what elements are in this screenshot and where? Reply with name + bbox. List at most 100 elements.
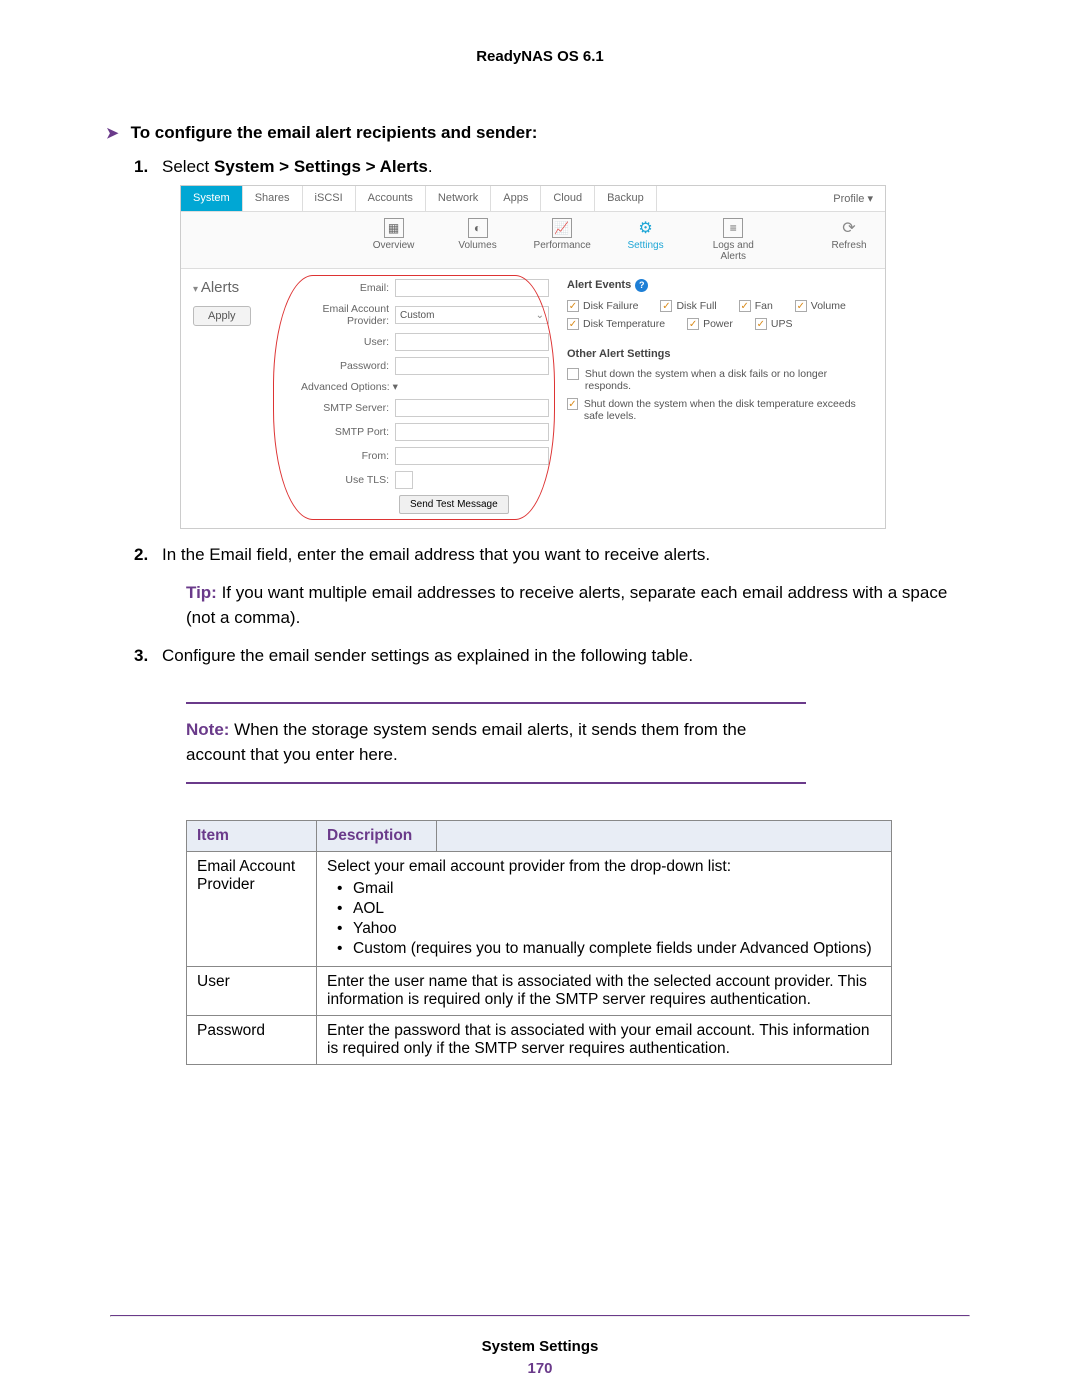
cell-desc: Enter the user name that is associated w… <box>317 966 892 1015</box>
alert-events-title: Alert Events? <box>567 279 873 292</box>
nav-apps[interactable]: Apps <box>491 186 541 211</box>
list-item: Yahoo <box>327 920 881 938</box>
check-volume[interactable]: ✓Volume <box>795 300 846 312</box>
nav-cloud[interactable]: Cloud <box>541 186 595 211</box>
checkbox-icon: ✓ <box>567 300 579 312</box>
checkbox-icon: ✓ <box>567 398 578 410</box>
step-text: In the Email field, enter the email addr… <box>162 545 710 565</box>
email-label: Email: <box>279 282 395 294</box>
nav-shares[interactable]: Shares <box>243 186 303 211</box>
email-form: Email: Email Account Provider:Custom⌄ Us… <box>279 279 549 514</box>
note-rule-top <box>186 702 806 704</box>
check-disk-full[interactable]: ✓Disk Full <box>660 300 716 312</box>
doc-header: ReadyNAS OS 6.1 <box>110 48 970 65</box>
check-fan[interactable]: ✓Fan <box>739 300 773 312</box>
other-check-2[interactable]: ✓Shut down the system when the disk temp… <box>567 398 873 422</box>
from-input[interactable] <box>395 447 549 465</box>
th-blank <box>437 820 892 851</box>
step-3: 3. Configure the email sender settings a… <box>134 646 970 666</box>
tool-refresh[interactable]: ⟳Refresh <box>821 218 877 262</box>
cell-item: Email Account Provider <box>187 851 317 966</box>
provider-label: Email Account Provider: <box>279 303 395 327</box>
check-power[interactable]: ✓Power <box>687 318 733 330</box>
th-description: Description <box>317 820 437 851</box>
tool-settings[interactable]: ⚙Settings <box>618 218 674 262</box>
nav-accounts[interactable]: Accounts <box>356 186 426 211</box>
check-ups[interactable]: ✓UPS <box>755 318 793 330</box>
refresh-icon: ⟳ <box>839 218 859 238</box>
smtp-port-label: SMTP Port: <box>279 426 395 438</box>
volumes-icon: ◐ <box>468 218 488 238</box>
alerts-heading: Alerts <box>193 279 279 296</box>
tip-block: Tip: If you want multiple email addresse… <box>186 581 970 630</box>
footer-page-number: 170 <box>0 1360 1080 1377</box>
list-item: AOL <box>327 900 881 918</box>
cell-desc: Enter the password that is associated wi… <box>317 1015 892 1064</box>
checkbox-icon: ✓ <box>687 318 699 330</box>
table-row: User Enter the user name that is associa… <box>187 966 892 1015</box>
send-test-button[interactable]: Send Test Message <box>399 495 509 514</box>
check-disk-failure[interactable]: ✓Disk Failure <box>567 300 638 312</box>
nav-profile[interactable]: Profile ▾ <box>821 186 885 211</box>
email-input[interactable] <box>395 279 549 297</box>
tool-volumes[interactable]: ◐Volumes <box>450 218 506 262</box>
password-input[interactable] <box>395 357 549 375</box>
other-check-1[interactable]: Shut down the system when a disk fails o… <box>567 368 873 392</box>
provider-list: Gmail AOL Yahoo Custom (requires you to … <box>327 880 881 958</box>
smtp-server-input[interactable] <box>395 399 549 417</box>
tool-logs[interactable]: ≡Logs and Alerts <box>702 218 765 262</box>
footer-section: System Settings <box>0 1338 1080 1355</box>
nav-backup[interactable]: Backup <box>595 186 657 211</box>
footer-rule <box>110 1315 970 1317</box>
check-disk-temp[interactable]: ✓Disk Temperature <box>567 318 665 330</box>
tool-overview[interactable]: ▦Overview <box>366 218 422 262</box>
arrow-icon: ➤ <box>106 124 119 142</box>
note-block: Note: When the storage system sends emai… <box>186 718 806 767</box>
checkbox-icon: ✓ <box>739 300 751 312</box>
list-icon: ≡ <box>723 218 743 238</box>
step-text: Select System > Settings > Alerts. <box>162 157 433 177</box>
tls-input[interactable] <box>395 471 413 489</box>
procedure-title: ➤ To configure the email alert recipient… <box>106 123 970 143</box>
smtp-port-input[interactable] <box>395 423 549 441</box>
step-text: Configure the email sender settings as e… <box>162 646 693 666</box>
th-item: Item <box>187 820 317 851</box>
note-rule-bottom <box>186 782 806 784</box>
tool-performance[interactable]: 📈Performance <box>534 218 590 262</box>
step-2: 2. In the Email field, enter the email a… <box>134 545 970 565</box>
step-number: 3. <box>134 646 162 666</box>
checkbox-icon: ✓ <box>755 318 767 330</box>
cell-item: User <box>187 966 317 1015</box>
note-label: Note: <box>186 720 229 739</box>
table-row: Password Enter the password that is asso… <box>187 1015 892 1064</box>
step-number: 1. <box>134 157 162 177</box>
checkbox-icon <box>567 368 579 380</box>
chevron-down-icon: ⌄ <box>536 310 548 321</box>
smtp-server-label: SMTP Server: <box>279 402 395 414</box>
nav-iscsi[interactable]: iSCSI <box>303 186 356 211</box>
tip-label: Tip: <box>186 583 217 602</box>
apply-button[interactable]: Apply <box>193 306 251 326</box>
other-settings-title: Other Alert Settings <box>567 348 873 360</box>
step-number: 2. <box>134 545 162 565</box>
provider-select[interactable]: Custom⌄ <box>395 306 549 324</box>
gear-icon: ⚙ <box>636 218 656 238</box>
cell-item: Password <box>187 1015 317 1064</box>
help-icon[interactable]: ? <box>635 279 648 292</box>
nav-network[interactable]: Network <box>426 186 491 211</box>
cell-desc: Select your email account provider from … <box>317 851 892 966</box>
table-row: Email Account Provider Select your email… <box>187 851 892 966</box>
nav-system[interactable]: System <box>181 186 243 211</box>
overview-icon: ▦ <box>384 218 404 238</box>
user-input[interactable] <box>395 333 549 351</box>
top-nav: System Shares iSCSI Accounts Network App… <box>181 186 885 212</box>
ui-screenshot: System Shares iSCSI Accounts Network App… <box>180 185 886 529</box>
step-1: 1. Select System > Settings > Alerts. <box>134 157 970 177</box>
advanced-label[interactable]: Advanced Options: ▾ <box>301 381 404 393</box>
list-item: Gmail <box>327 880 881 898</box>
from-label: From: <box>279 450 395 462</box>
sub-toolbar: ▦Overview ◐Volumes 📈Performance ⚙Setting… <box>181 212 885 269</box>
note-text: When the storage system sends email aler… <box>186 720 746 764</box>
performance-icon: 📈 <box>552 218 572 238</box>
user-label: User: <box>279 336 395 348</box>
